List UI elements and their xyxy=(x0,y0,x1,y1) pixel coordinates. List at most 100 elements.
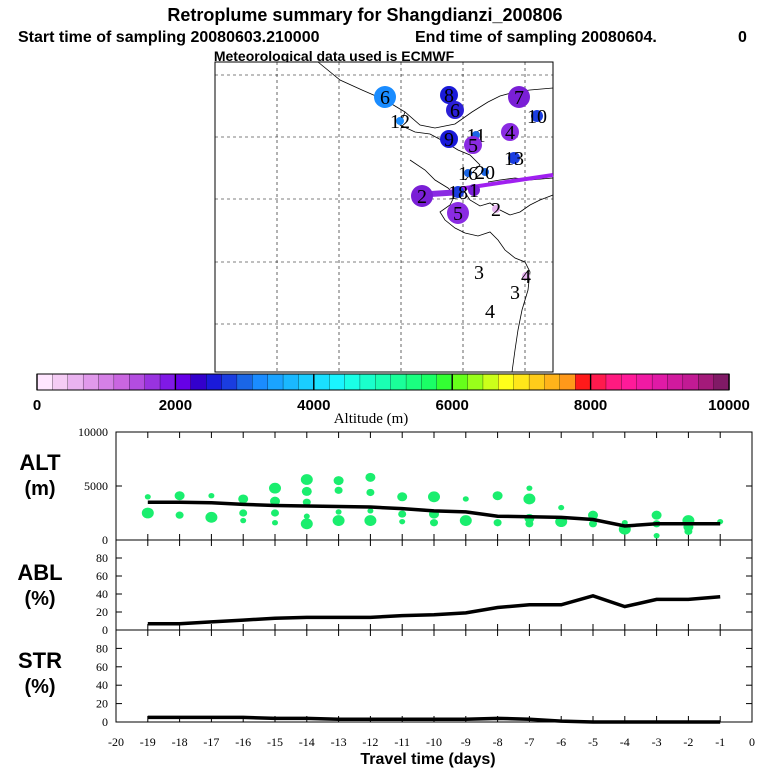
end-time-label: End time of sampling 20080604. xyxy=(415,29,657,46)
x-tick-label: -18 xyxy=(172,735,188,749)
colorbar-cell xyxy=(221,373,238,391)
alt-scatter-point xyxy=(332,515,345,526)
x-tick-label: -19 xyxy=(140,735,156,749)
y-axis-unit: (%) xyxy=(24,588,55,610)
y-tick-label: 0 xyxy=(102,533,108,547)
alt-scatter-point xyxy=(300,474,313,485)
colorbar-cell xyxy=(621,373,638,391)
map-marker xyxy=(447,202,469,224)
met-data-label: Meteorological data used is ECMWF xyxy=(214,48,455,64)
map-marker-label: 8 xyxy=(444,85,454,107)
colorbar-cell xyxy=(175,373,192,391)
alt-scatter-point xyxy=(303,513,310,519)
colorbar-cell xyxy=(236,373,253,391)
alt-scatter-point xyxy=(459,515,472,526)
colorbar-cell xyxy=(405,373,423,391)
x-tick-label: -17 xyxy=(203,735,219,749)
alt-scatter-point xyxy=(333,476,344,486)
alt-scatter-point xyxy=(240,517,247,524)
colorbar-cell xyxy=(713,373,730,391)
colorbar-tick-label: 8000 xyxy=(574,397,607,414)
colorbar-cell xyxy=(375,373,392,391)
colorbar-cell xyxy=(67,373,84,391)
alt-scatter-point xyxy=(365,472,376,482)
x-tick-label: -15 xyxy=(267,735,283,749)
x-tick-label: -9 xyxy=(461,735,471,749)
x-tick-label: -12 xyxy=(362,735,378,749)
x-tick-label: -20 xyxy=(108,735,124,749)
map-marker xyxy=(440,86,458,104)
colorbar-cell xyxy=(206,373,223,391)
colorbar-cell xyxy=(467,373,484,391)
alt-scatter-point xyxy=(588,510,598,520)
end-time-suffix: 0 xyxy=(738,29,747,46)
series-line-abl xyxy=(147,593,721,626)
colorbar-tick-label: 0 xyxy=(33,397,41,414)
colorbar-tick-label: 10000 xyxy=(708,397,750,414)
panel-frame xyxy=(115,629,753,723)
x-axis-label: Travel time (days) xyxy=(360,751,495,768)
x-tick-label: -7 xyxy=(524,735,534,749)
map-marker xyxy=(492,205,500,213)
y-tick-label: 5000 xyxy=(84,479,108,493)
panel-abl: 80 60 40 20 0 ABL (%) xyxy=(17,539,753,637)
colorbar-cell xyxy=(482,373,499,391)
alt-scatter-point xyxy=(302,498,311,506)
map-marker xyxy=(374,86,396,108)
map-marker xyxy=(464,136,482,154)
alt-scatter-point xyxy=(399,518,406,525)
map-marker-label: 4 xyxy=(485,301,495,323)
map-grid xyxy=(215,62,553,372)
map-marker-label: 2 xyxy=(491,199,501,221)
map-marker xyxy=(468,184,480,196)
colorbar-cell xyxy=(452,373,469,391)
alt-scatter-point xyxy=(428,491,440,503)
alt-scatter-point xyxy=(335,509,342,515)
alt-scatter-point xyxy=(208,493,215,499)
map-marker xyxy=(508,152,520,164)
map-marker-label: 7 xyxy=(514,87,524,109)
alt-scatter-point xyxy=(364,515,377,526)
map-marker-label: 16 xyxy=(458,163,478,185)
alt-scatter-point xyxy=(462,496,469,502)
alt-scatter-point xyxy=(141,507,154,519)
colorbar-cells xyxy=(36,373,730,391)
alt-scatter-point xyxy=(270,496,280,506)
colorbar-cell xyxy=(682,373,699,391)
map-marker-label: 18 xyxy=(448,182,468,204)
alt-scatter-point xyxy=(651,510,662,520)
x-tick-label: -16 xyxy=(235,735,251,749)
alt-scatter-point xyxy=(271,509,279,517)
start-time-label: Start time of sampling 20080603.210000 xyxy=(18,29,320,46)
colorbar-cell xyxy=(421,373,438,391)
alt-scatter-point xyxy=(239,509,248,517)
map-marker-label: 4 xyxy=(505,122,515,144)
map-marker xyxy=(411,185,433,207)
colorbar-cell xyxy=(513,373,530,391)
x-tick-label: -14 xyxy=(299,735,315,749)
colorbar-cell xyxy=(544,373,561,391)
panel-alt: 10000 5000 0 ALT (m) xyxy=(19,425,753,547)
map-marker-label: 10 xyxy=(527,106,547,128)
colorbar-cell xyxy=(528,373,546,391)
alt-scatter-point xyxy=(272,520,278,526)
y-tick-label: 60 xyxy=(96,660,108,674)
map-marker-label: 20 xyxy=(475,162,495,184)
alt-scatter-point xyxy=(366,488,375,497)
colorbar-cell xyxy=(313,373,330,391)
alt-scatter-point xyxy=(492,491,503,501)
map-marker-label: 4 xyxy=(521,266,531,288)
alt-scatter-point xyxy=(526,485,533,491)
colorbar-cell xyxy=(190,373,207,391)
y-axis-label: ALT xyxy=(19,450,61,475)
map-marker-label: 6 xyxy=(450,100,460,122)
colorbar-cell xyxy=(359,373,376,391)
alt-scatter-point xyxy=(558,504,565,511)
colorbar-cell xyxy=(129,373,146,391)
map-marker xyxy=(440,130,458,148)
map-marker-label: 13 xyxy=(504,148,524,170)
colorbar-cell xyxy=(252,373,269,391)
map-marker xyxy=(522,272,530,280)
